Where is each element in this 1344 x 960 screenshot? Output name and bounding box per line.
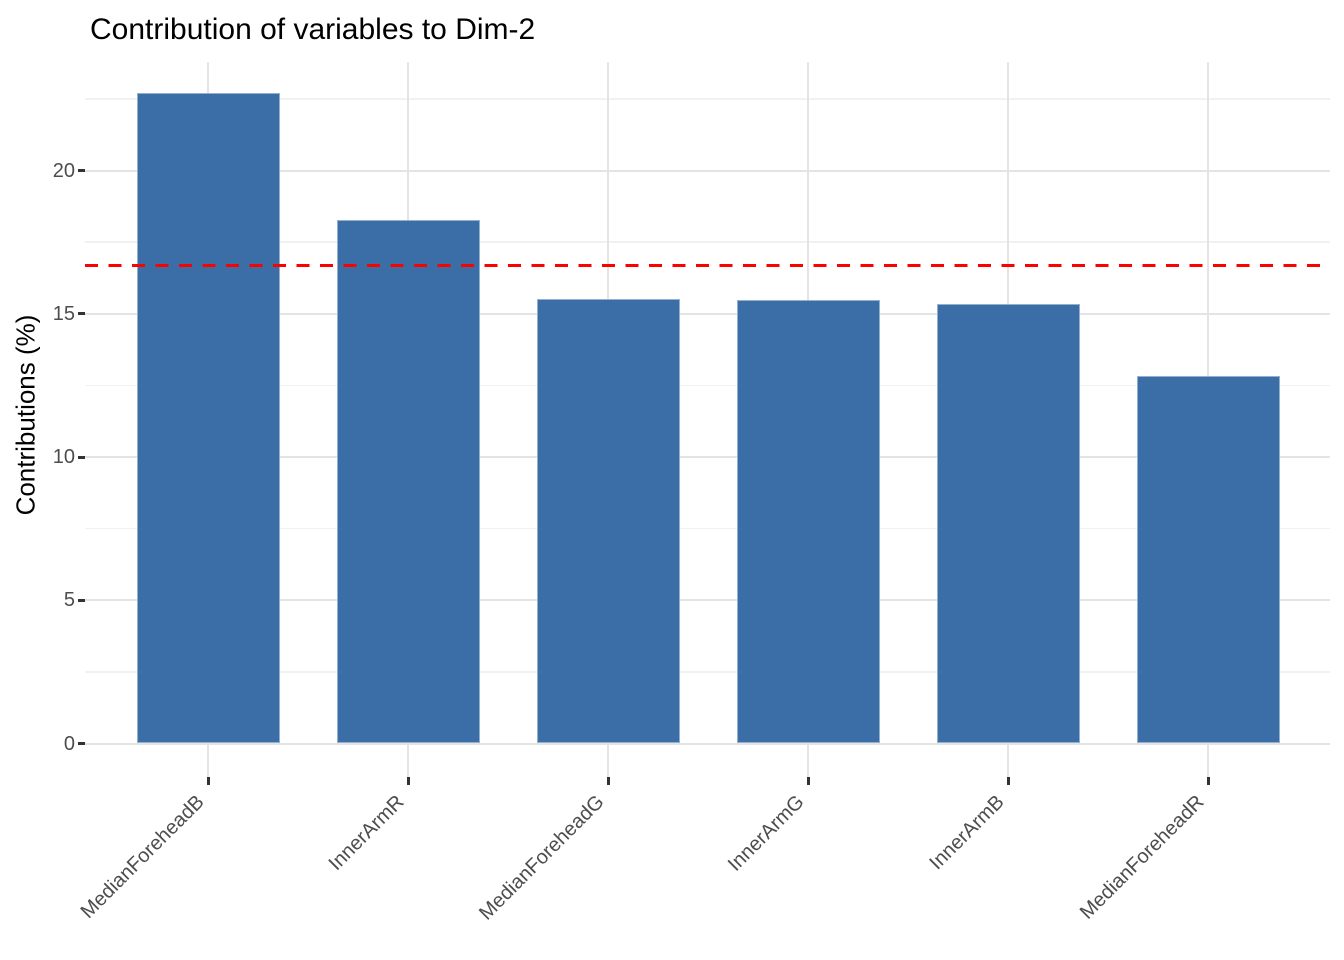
y-tick-label: 10	[52, 446, 75, 468]
h-minor-gridline	[85, 527, 1330, 530]
bar	[736, 299, 880, 744]
x-axis-tick	[606, 776, 610, 785]
x-tick-label: InnerArmR	[324, 791, 409, 875]
bar	[1136, 375, 1280, 744]
y-tick-label: 5	[63, 589, 75, 612]
x-tick-label: InnerArmG	[724, 791, 809, 876]
h-major-gridline	[85, 456, 1330, 458]
chart-title: Contribution of variables to Dim-2	[90, 13, 536, 46]
y-axis-tick	[78, 169, 85, 172]
h-minor-gridline	[85, 241, 1330, 243]
x-tick-label: MedianForeheadG	[475, 791, 609, 925]
y-tick-label: 20	[52, 159, 75, 182]
h-major-gridline	[85, 599, 1330, 602]
y-axis-tick	[78, 312, 85, 316]
h-minor-gridline	[85, 384, 1330, 387]
x-tick-stub	[807, 743, 810, 777]
x-axis-tick	[406, 776, 410, 785]
x-axis-tick	[806, 776, 810, 785]
bar	[136, 93, 280, 744]
bar	[936, 303, 1080, 744]
bar	[336, 220, 480, 744]
h-major-gridline	[85, 169, 1330, 172]
x-tick-label: MedianForeheadB	[76, 791, 209, 923]
h-major-gridline	[85, 312, 1330, 315]
x-tick-label: InnerArmB	[925, 791, 1009, 875]
x-tick-stub	[1007, 743, 1010, 777]
y-tick-label: 15	[52, 302, 75, 325]
y-axis-title: Contributions (%)	[10, 314, 41, 516]
x-tick-stub	[1207, 743, 1210, 777]
h-minor-gridline	[85, 671, 1330, 673]
y-tick-label: 0	[63, 732, 75, 755]
x-axis-tick	[206, 776, 210, 785]
y-axis-tick	[78, 598, 85, 602]
x-axis-tick	[1206, 776, 1210, 785]
threshold-line	[85, 264, 1330, 268]
y-axis-tick	[78, 455, 85, 459]
h-minor-gridline	[85, 98, 1330, 100]
x-tick-stub	[207, 743, 210, 777]
x-tick-stub	[607, 743, 610, 777]
h-major-gridline	[85, 742, 1330, 745]
x-axis-tick	[1006, 776, 1010, 785]
bar	[536, 298, 680, 744]
y-axis-tick	[78, 742, 85, 745]
x-tick-label: MedianForeheadR	[1076, 791, 1209, 924]
x-tick-stub	[407, 743, 410, 777]
